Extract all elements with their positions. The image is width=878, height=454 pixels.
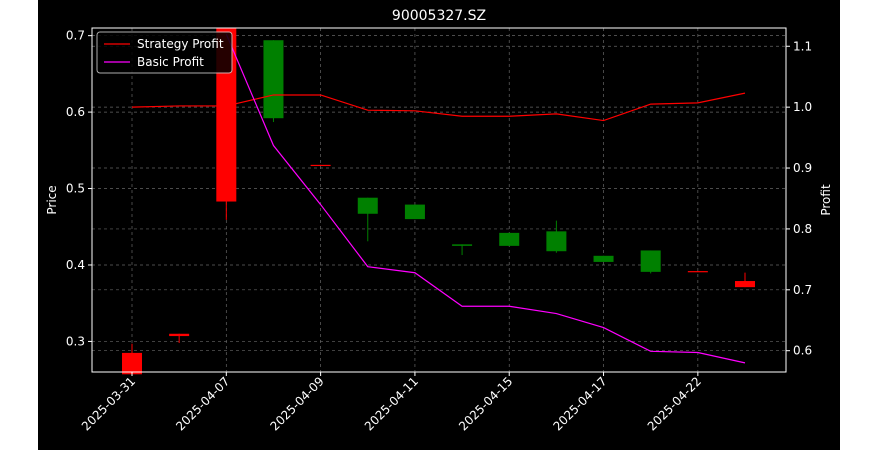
left-y-tick-label: 0.3 xyxy=(66,334,85,348)
x-tick-label: 2025-04-15 xyxy=(456,374,515,433)
left-y-axis-label: Price xyxy=(45,185,59,214)
candle-body xyxy=(546,231,567,252)
candle-body xyxy=(310,164,331,167)
chart-canvas: 90005327.SZ 0.3 0.4 0.5 0.6 0.7 0.6 0.7 0.8 0.9… xyxy=(38,0,840,450)
legend: Strategy Profit Basic Profit xyxy=(96,31,233,74)
right-y-tick-label: 0.7 xyxy=(793,283,812,297)
right-y-tick-label: 0.6 xyxy=(793,344,812,358)
candle-body xyxy=(499,232,520,246)
x-tick-label: 2025-04-09 xyxy=(268,374,327,433)
candle-body xyxy=(169,333,190,337)
strategy-profit-line xyxy=(131,92,746,122)
legend-label-basic-profit: Basic Profit xyxy=(137,55,204,69)
right-y-tick-label: 1.1 xyxy=(793,39,812,53)
candle-body xyxy=(263,40,284,119)
left-y-tick-label: 0.7 xyxy=(66,29,85,43)
candlestick-chart: 90005327.SZ 0.3 0.4 0.5 0.6 0.7 0.6 0.7 0.8 0.9… xyxy=(45,8,833,433)
candle-body xyxy=(357,197,378,214)
candle-body xyxy=(735,281,755,288)
x-tick-label: 2025-04-17 xyxy=(550,374,609,433)
x-tick-label: 2025-04-07 xyxy=(173,374,232,433)
x-tick-label: 2025-04-22 xyxy=(645,374,704,433)
profit-lines xyxy=(131,33,746,364)
left-y-tick-label: 0.4 xyxy=(66,258,85,272)
candle-body xyxy=(122,352,142,375)
right-y-tick-label: 0.9 xyxy=(793,161,812,175)
grid xyxy=(92,28,786,372)
candle-body xyxy=(452,244,473,246)
chart-title: 90005327.SZ xyxy=(392,8,486,24)
right-y-axis-ticks: 0.6 0.7 0.8 0.9 1.0 1.1 xyxy=(786,39,812,358)
plot-frame xyxy=(91,27,787,373)
candles xyxy=(122,28,755,375)
candle-body xyxy=(593,255,614,262)
right-y-tick-label: 0.8 xyxy=(793,222,812,236)
right-y-axis-label: Profit xyxy=(819,184,833,216)
basic-profit-line xyxy=(225,33,746,364)
left-y-tick-label: 0.6 xyxy=(66,105,85,119)
x-axis-ticks: 2025-03-31 2025-04-07 2025-04-09 2025-04-11… xyxy=(79,372,704,433)
x-tick-label: 2025-04-11 xyxy=(362,374,421,433)
legend-label-strategy-profit: Strategy Profit xyxy=(137,37,224,51)
x-tick-label: 2025-03-31 xyxy=(79,374,138,433)
right-y-tick-label: 1.0 xyxy=(793,100,812,114)
candle-body xyxy=(640,250,661,272)
candle-body xyxy=(404,204,425,220)
left-y-axis-ticks: 0.3 0.4 0.5 0.6 0.7 xyxy=(66,29,92,348)
left-y-tick-label: 0.5 xyxy=(66,182,85,196)
candle-body xyxy=(687,271,708,273)
legend-box xyxy=(96,31,233,74)
